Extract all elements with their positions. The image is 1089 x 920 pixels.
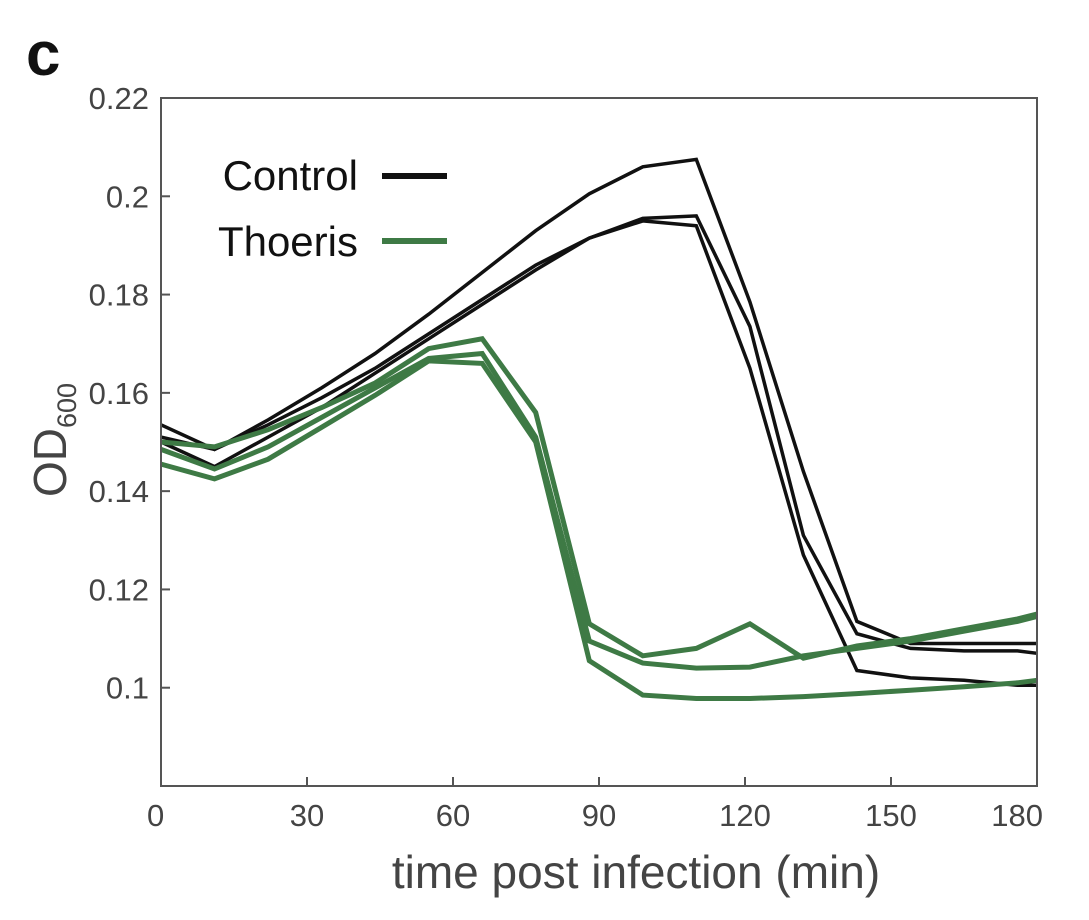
legend-label-control: Control [223,152,358,199]
legend: Control Thoeris [218,152,447,265]
y-axis-title-main: OD [24,428,76,497]
x-tick-label: 60 [436,798,470,833]
series-line-control-1 [160,157,1037,646]
x-tick-label: 90 [582,798,616,833]
x-tick-label: 180 [991,798,1043,833]
legend-label-thoeris: Thoeris [218,218,358,265]
series-line-thoeris-4 [160,336,1038,661]
x-axis-title: time post infection (min) [392,846,880,898]
y-tick-label: 0.1 [106,671,149,706]
x-axis: 0 30 60 90 120 150 180 [147,777,1043,833]
y-axis-title-subscript: 600 [52,383,82,428]
x-tick-label: 120 [719,798,771,833]
series-line-thoeris-6 [160,358,1038,701]
y-tick-label: 0.14 [89,474,149,509]
series-line-thoeris-5 [160,350,1038,671]
y-axis-title: OD600 [24,383,82,497]
x-tick-label: 30 [290,798,324,833]
y-tick-label: 0.16 [89,376,149,411]
x-tick-label: 0 [147,798,164,833]
series-layer [160,157,1038,701]
y-axis: 0.1 0.12 0.14 0.16 0.18 0.2 0.22 [89,81,170,706]
y-tick-label: 0.22 [89,81,149,116]
y-tick-label: 0.18 [89,278,149,313]
y-tick-label: 0.2 [106,179,149,214]
y-tick-label: 0.12 [89,572,149,607]
x-tick-label: 150 [865,798,917,833]
panel-label: c [26,20,60,89]
series-line-control-3 [160,219,1037,688]
